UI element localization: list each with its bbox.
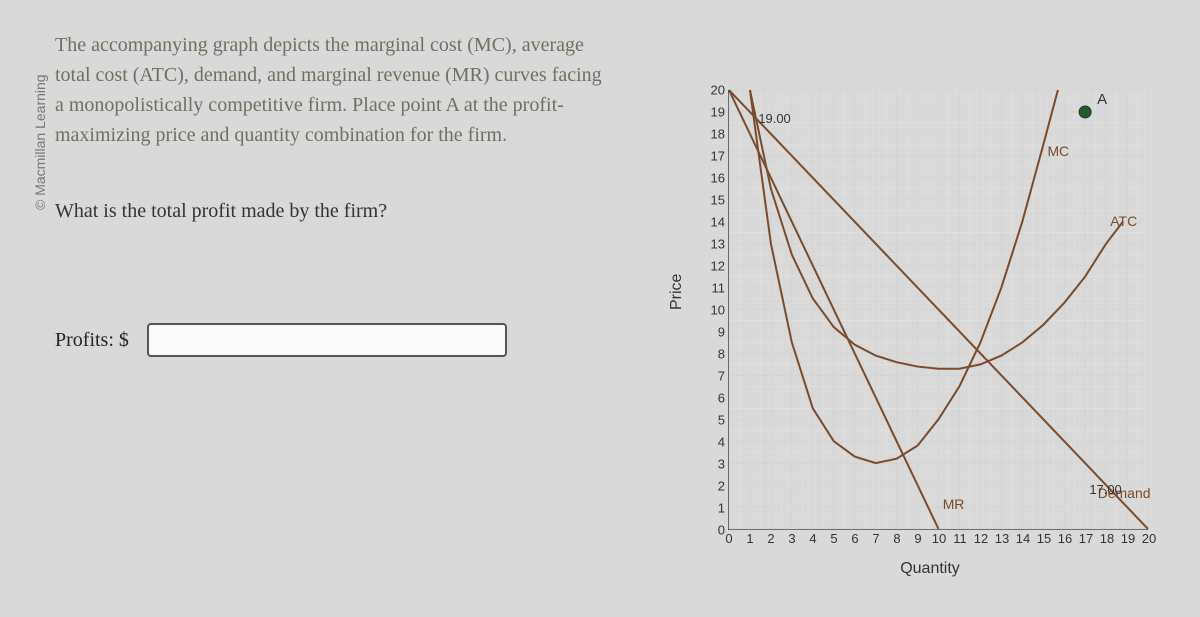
x-tick: 5 bbox=[830, 529, 837, 546]
x-tick: 12 bbox=[974, 529, 988, 546]
y-tick: 19 bbox=[705, 105, 729, 120]
y-tick: 20 bbox=[705, 83, 729, 98]
point-a[interactable] bbox=[1079, 106, 1091, 118]
y-tick: 12 bbox=[705, 259, 729, 274]
x-tick: 1 bbox=[746, 529, 753, 546]
y-tick: 6 bbox=[705, 391, 729, 406]
x-tick: 11 bbox=[953, 529, 967, 546]
x-tick: 18 bbox=[1100, 529, 1114, 546]
curve-label-mr: MR bbox=[943, 496, 965, 512]
x-tick: 14 bbox=[1016, 529, 1030, 546]
x-tick: 19 bbox=[1121, 529, 1135, 546]
x-tick: 20 bbox=[1142, 529, 1156, 546]
x-tick: 8 bbox=[893, 529, 900, 546]
x-tick: 16 bbox=[1058, 529, 1072, 546]
x-tick: 7 bbox=[872, 529, 879, 546]
y-tick: 14 bbox=[705, 215, 729, 230]
x-tick: 15 bbox=[1037, 529, 1051, 546]
x-axis-label: Quantity bbox=[680, 560, 1180, 578]
y-tick: 18 bbox=[705, 127, 729, 142]
x-tick: 17 bbox=[1079, 529, 1093, 546]
y-tick: 9 bbox=[705, 325, 729, 340]
y-tick: 15 bbox=[705, 193, 729, 208]
y-tick: 1 bbox=[705, 501, 729, 516]
value-tag: 19.00 bbox=[758, 111, 790, 126]
point-a-label: A bbox=[1097, 91, 1107, 108]
prompt-text: The accompanying graph depicts the margi… bbox=[55, 30, 615, 150]
x-tick: 13 bbox=[995, 529, 1009, 546]
curve-label-atc: ATC bbox=[1110, 213, 1137, 229]
y-tick: 17 bbox=[705, 149, 729, 164]
y-tick: 4 bbox=[705, 435, 729, 450]
plot-area[interactable]: Demand17.00MRMCATC19.00A 001122334455667… bbox=[728, 90, 1148, 530]
plot-svg: Demand17.00MRMCATC19.00A bbox=[729, 90, 1148, 529]
x-tick: 4 bbox=[809, 529, 816, 546]
curve-label-mc: MC bbox=[1047, 143, 1069, 159]
y-tick: 10 bbox=[705, 303, 729, 318]
question-text: What is the total profit made by the fir… bbox=[55, 200, 615, 223]
y-tick: 11 bbox=[705, 281, 729, 296]
profits-input[interactable] bbox=[147, 323, 507, 357]
y-tick: 7 bbox=[705, 369, 729, 384]
y-tick: 8 bbox=[705, 347, 729, 362]
y-tick: 2 bbox=[705, 479, 729, 494]
value-label-demand: 17.00 bbox=[1089, 482, 1121, 497]
x-tick: 9 bbox=[914, 529, 921, 546]
y-axis-label: Price bbox=[668, 274, 686, 310]
y-tick: 5 bbox=[705, 413, 729, 428]
y-tick: 13 bbox=[705, 237, 729, 252]
economics-chart[interactable]: Price Demand17.00MRMCATC19.00A 001122334… bbox=[680, 80, 1180, 580]
x-tick: 10 bbox=[932, 529, 946, 546]
x-tick: 6 bbox=[851, 529, 858, 546]
x-tick: 3 bbox=[788, 529, 795, 546]
x-tick: 2 bbox=[767, 529, 774, 546]
copyright-text: © Macmillan Learning bbox=[32, 74, 48, 210]
curve-atc bbox=[750, 90, 1123, 369]
profits-label: Profits: $ bbox=[55, 329, 129, 352]
y-tick: 16 bbox=[705, 171, 729, 186]
y-tick: 3 bbox=[705, 457, 729, 472]
x-tick: 0 bbox=[725, 529, 732, 546]
